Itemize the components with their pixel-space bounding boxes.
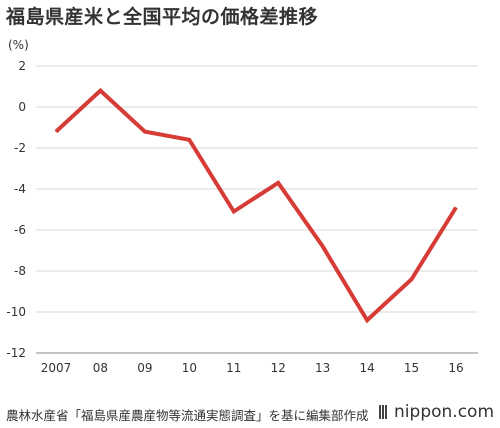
x-tick-label: 16 [448,361,463,375]
source-note: 農林水産省「福島県産農産物等流通実態調査」を基に編集部作成 [6,408,369,423]
y-tick-label: -8 [14,264,26,278]
data-point [144,131,146,133]
y-tick-label: -2 [14,141,26,155]
data-point [322,245,324,247]
grid-lines [36,65,478,354]
x-tick-label: 15 [404,361,419,375]
series-group [54,87,458,324]
brand-mark-icon [379,405,388,419]
data-point [411,278,413,280]
y-tick-label: -4 [14,182,26,196]
chart-title: 福島県産米と全国平均の価格差推移 [6,6,319,28]
x-tick-label: 13 [315,361,330,375]
x-tick-label: 11 [226,361,241,375]
y-tick-labels: 2 0 -2 -4 -6 -8 -10 -12 [6,59,26,360]
y-tick-label: 2 [18,59,26,73]
data-point [455,206,457,208]
y-axis-unit: (%) [8,38,29,52]
brand-text: nippon.com [394,402,494,422]
y-tick-label: 0 [18,100,26,114]
x-tick-label: 12 [271,361,286,375]
brand-logo: nippon.com [379,402,494,422]
y-tick-label: -12 [6,346,26,360]
y-tick-label: -10 [6,305,26,319]
x-tick-labels: 2007 08 09 10 11 12 13 14 15 16 [41,361,464,375]
data-point [366,319,368,321]
data-point [277,182,279,184]
x-tick-label: 2007 [41,361,72,375]
data-point [99,90,101,92]
x-tick-label: 08 [93,361,108,375]
data-point [55,131,57,133]
data-point [233,211,235,213]
x-tick-label: 09 [137,361,152,375]
data-point [188,139,190,141]
x-tick-label: 14 [359,361,374,375]
y-tick-label: -6 [14,223,26,237]
x-tick-label: 10 [182,361,197,375]
series-line [54,87,458,324]
